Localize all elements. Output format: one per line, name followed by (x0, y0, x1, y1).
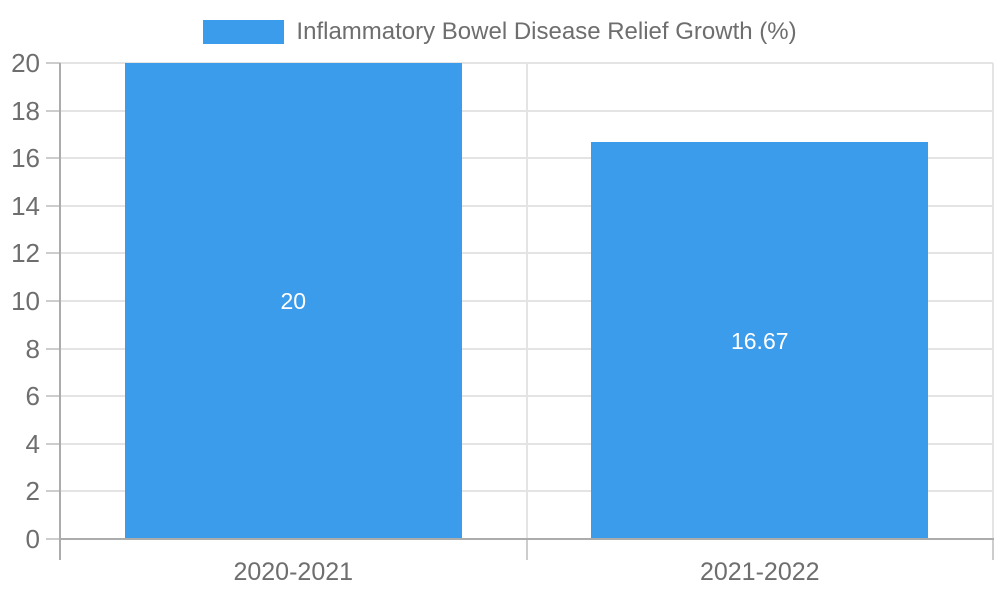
y-axis-tick-label: 4 (25, 428, 40, 459)
y-axis-tick (46, 109, 60, 112)
gridline-vertical (525, 63, 528, 539)
y-axis-tick (46, 490, 60, 493)
y-axis-tick (46, 347, 60, 350)
y-axis-tick (46, 442, 60, 445)
legend-series-label: Inflammatory Bowel Disease Relief Growth… (296, 18, 797, 45)
y-axis-line (59, 63, 61, 560)
y-axis-tick (46, 157, 60, 160)
y-axis-tick (46, 300, 60, 302)
y-axis-tick (46, 204, 60, 207)
y-axis-tick (46, 538, 60, 540)
y-axis-tick-label: 8 (25, 333, 40, 364)
bar (124, 63, 462, 539)
y-axis-tick-label: 6 (25, 381, 40, 412)
x-axis-tick (525, 539, 528, 560)
y-axis-tick-label: 12 (11, 238, 40, 269)
y-axis-tick (46, 395, 60, 398)
legend-color-swatch (203, 20, 285, 44)
y-axis-tick (46, 62, 60, 64)
x-axis-line (59, 538, 994, 540)
y-axis-tick-label: 10 (11, 286, 40, 316)
y-axis-tick-label: 16 (11, 143, 40, 174)
y-axis-tick-label: 0 (25, 524, 40, 554)
y-axis-tick-label: 18 (11, 95, 40, 126)
x-axis-category-label: 2020-2021 (233, 558, 354, 586)
x-axis-category-label: 2021-2022 (699, 558, 820, 586)
chart-legend: Inflammatory Bowel Disease Relief Growth… (0, 14, 1000, 50)
y-axis-tick (46, 252, 60, 255)
bar (591, 142, 929, 539)
x-axis-tick (992, 539, 994, 560)
y-axis-tick-label: 20 (11, 48, 40, 78)
bar-value-label: 16.67 (730, 327, 789, 354)
gridline-vertical (992, 63, 994, 539)
bar-value-label: 20 (280, 288, 307, 314)
y-axis-tick-label: 14 (11, 190, 40, 221)
y-axis-tick-label: 2 (25, 476, 40, 507)
